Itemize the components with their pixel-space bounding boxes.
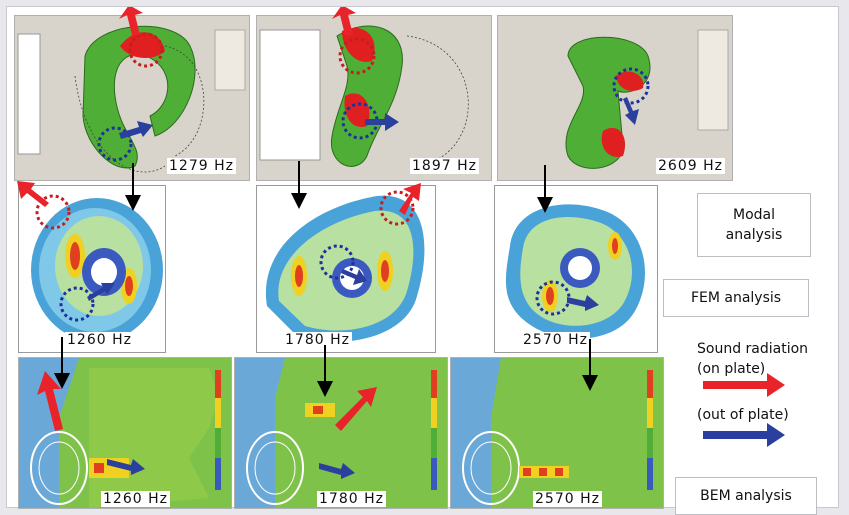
modal-frequency-3: 2609 Hz xyxy=(656,158,725,174)
fem-analysis-text: FEM analysis xyxy=(690,290,782,306)
bem-field-1 xyxy=(30,358,231,508)
red-arrow xyxy=(703,373,785,397)
modal-panel-3: 2609 Hz xyxy=(497,15,733,181)
red-arrow xyxy=(119,7,143,35)
out-of-plate-label: (out of plate) xyxy=(697,407,789,423)
arrows-overlay xyxy=(17,7,785,479)
red-arrow xyxy=(37,371,63,431)
modal-panel-1: 1279 Hz xyxy=(14,15,250,181)
bem-analysis-text: BEM analysis xyxy=(700,488,792,504)
blue-arrow xyxy=(341,269,367,285)
bem-field-3 xyxy=(462,358,663,508)
bem-frequency-2: 1780 Hz xyxy=(317,491,386,507)
fem-frequency-2: 1780 Hz xyxy=(283,332,352,348)
modal-analysis-text: Modal analysis xyxy=(725,207,783,243)
blue-arrow xyxy=(365,113,399,131)
blue-arrow xyxy=(319,463,355,479)
blue-arrow xyxy=(107,459,145,475)
modal-analysis-label: Modal analysis xyxy=(697,193,811,257)
bem-panel-2: 1780 Hz xyxy=(234,357,448,509)
fem-frequency-1: 1260 Hz xyxy=(65,332,134,348)
fem-panel-1: 1260 Hz xyxy=(18,185,166,353)
red-arrow xyxy=(17,181,49,207)
fem-frequency-3: 2570 Hz xyxy=(521,332,590,348)
on-plate-label: (on plate) xyxy=(697,361,766,377)
fem-contour-1 xyxy=(31,194,163,342)
modal-frequency-2: 1897 Hz xyxy=(410,158,479,174)
blue-arrow xyxy=(623,97,639,125)
blue-arrow xyxy=(87,283,115,301)
bem-analysis-label: BEM analysis xyxy=(675,477,817,515)
bem-panel-1: 1260 Hz xyxy=(18,357,232,509)
blue-arrow xyxy=(119,121,153,139)
blue-arrow xyxy=(567,295,599,311)
bem-frequency-3: 2570 Hz xyxy=(533,491,602,507)
red-arrow xyxy=(335,387,377,431)
fem-panel-3: 2570 Hz xyxy=(494,185,658,353)
fem-contour-3 xyxy=(505,204,645,339)
fem-panel-2: 1780 Hz xyxy=(256,185,436,353)
modal-shape-3 xyxy=(565,29,729,169)
red-arrow xyxy=(399,183,421,215)
red-arrow xyxy=(332,7,356,35)
modal-frequency-1: 1279 Hz xyxy=(167,158,236,174)
blue-arrow xyxy=(703,423,785,447)
fem-analysis-label: FEM analysis xyxy=(663,279,809,317)
bem-panel-3: 2570 Hz xyxy=(450,357,664,509)
modal-shape-1 xyxy=(17,25,246,173)
figure-frame: 1279 Hz 1897 Hz 2609 Hz xyxy=(6,6,839,515)
sound-radiation-label: Sound radiation xyxy=(697,341,809,357)
bem-frequency-1: 1260 Hz xyxy=(101,491,170,507)
